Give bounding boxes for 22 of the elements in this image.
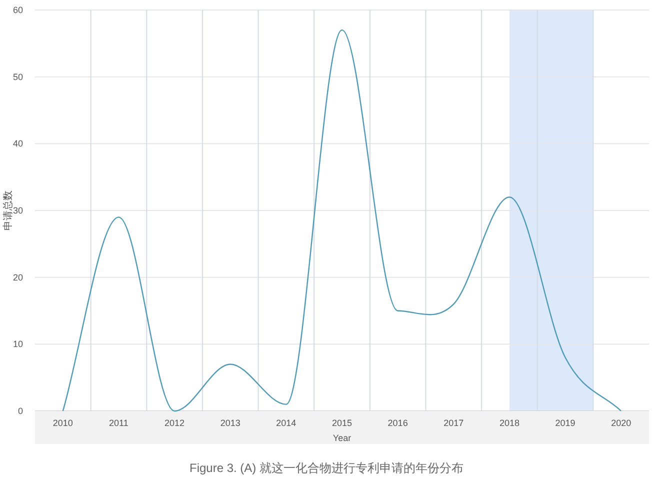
y-tick-label: 30 bbox=[12, 206, 23, 216]
x-tick-label: 2012 bbox=[164, 418, 185, 428]
x-tick-label: 2019 bbox=[555, 418, 576, 428]
y-tick-label: 60 bbox=[12, 5, 23, 15]
x-tick-label: 2010 bbox=[52, 418, 73, 428]
x-tick-label: 2011 bbox=[109, 418, 128, 428]
y-tick-label: 20 bbox=[12, 272, 23, 282]
x-tick-label: 2017 bbox=[444, 418, 464, 428]
x-tick-label: 2020 bbox=[611, 418, 632, 428]
x-axis-title: Year bbox=[332, 433, 352, 443]
y-tick-label: 50 bbox=[12, 72, 23, 82]
x-tick-label: 2018 bbox=[499, 418, 520, 428]
x-tick-label: 2016 bbox=[388, 418, 408, 428]
y-axis-title: 申请总数 bbox=[2, 190, 14, 230]
line-series bbox=[62, 29, 622, 412]
y-tick-label: 40 bbox=[12, 138, 23, 149]
caption: Figure 3. (A) 就这一化合物进行专利申请的年份分布 bbox=[189, 461, 464, 475]
x-tick-label: 2013 bbox=[220, 418, 240, 428]
y-tick-label: 0 bbox=[18, 406, 23, 416]
x-tick-label: 2015 bbox=[332, 418, 352, 428]
x-tick-label: 2014 bbox=[276, 418, 296, 428]
y-tick-label: 10 bbox=[12, 339, 23, 350]
